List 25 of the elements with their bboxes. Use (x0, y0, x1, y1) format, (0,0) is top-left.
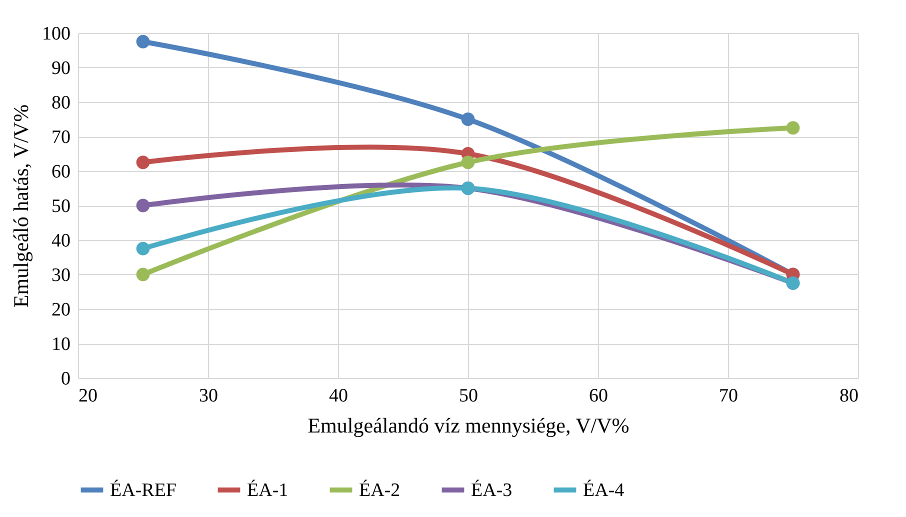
y-tick-label: 50 (52, 196, 70, 217)
y-tick-label: 100 (42, 24, 70, 44)
x-tick-label: 80 (840, 386, 858, 406)
x-tick-label: 60 (589, 386, 608, 406)
legend-label: ÉA-4 (583, 479, 625, 501)
y-tick-label: 30 (52, 265, 70, 286)
y-tick-label: 80 (52, 92, 70, 114)
y-tick-label: 10 (52, 334, 70, 355)
x-tick-label: 20 (78, 386, 98, 406)
y-tick-label: 40 (52, 230, 70, 252)
y-tick-label: 70 (52, 127, 70, 148)
legend-label: ÉA-3 (471, 479, 512, 501)
x-tick-label: 30 (199, 386, 218, 406)
y-tick-label: 90 (52, 58, 70, 79)
x-tick-label: 70 (719, 386, 738, 406)
y-axis-title: Emulgeáló hatás, V/V% (9, 104, 33, 308)
y-tick-label: 0 (61, 368, 70, 390)
legend-label: ÉA-REF (110, 479, 176, 501)
x-tick-label: 40 (329, 386, 348, 406)
y-tick-label: 60 (52, 162, 70, 182)
y-tick-label: 20 (52, 300, 70, 320)
legend-label: ÉA-2 (359, 479, 400, 501)
legend-label: ÉA-1 (247, 479, 288, 501)
x-axis-title: Emulgeálandó víz mennysiége, V/V% (308, 414, 630, 438)
x-tick-label: 50 (459, 386, 478, 406)
